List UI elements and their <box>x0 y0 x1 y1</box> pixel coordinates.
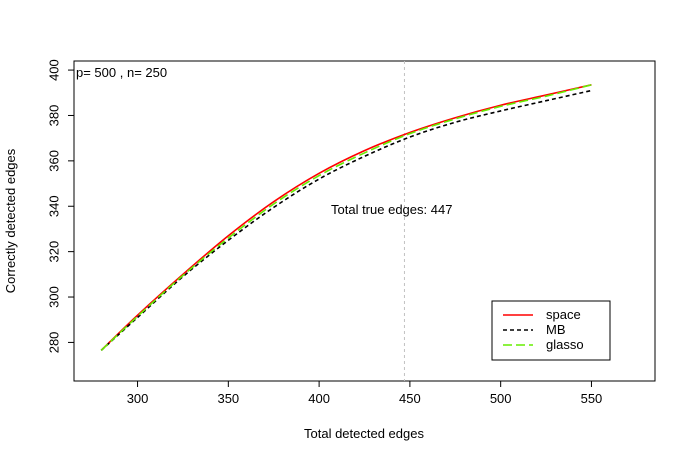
x-tick-label: 350 <box>217 391 239 406</box>
y-tick-label: 320 <box>47 241 62 263</box>
series-line-glasso <box>100 84 592 351</box>
y-tick-label: 300 <box>47 286 62 308</box>
legend-label-glasso: glasso <box>546 337 584 352</box>
x-tick-label: 550 <box>581 391 603 406</box>
y-tick-label: 360 <box>47 150 62 172</box>
parameter-annotation: p= 500 , n= 250 <box>76 65 167 80</box>
y-tick-label: 400 <box>47 59 62 81</box>
series-line-space <box>100 84 592 351</box>
y-tick-label: 280 <box>47 332 62 354</box>
y-tick-label: 340 <box>47 195 62 217</box>
x-axis-label: Total detected edges <box>304 426 424 441</box>
legend-label-space: space <box>546 307 581 322</box>
x-tick-label: 450 <box>399 391 421 406</box>
series-line-MB <box>100 89 592 351</box>
plot-area-frame <box>73 60 656 382</box>
true-edges-annotation: Total true edges: 447 <box>331 202 452 217</box>
y-axis-label: Correctly detected edges <box>3 148 18 293</box>
x-tick-label: 400 <box>308 391 330 406</box>
x-tick-label: 500 <box>490 391 512 406</box>
y-tick-label: 380 <box>47 105 62 127</box>
legend-label-MB: MB <box>546 322 566 337</box>
x-tick-label: 300 <box>127 391 149 406</box>
